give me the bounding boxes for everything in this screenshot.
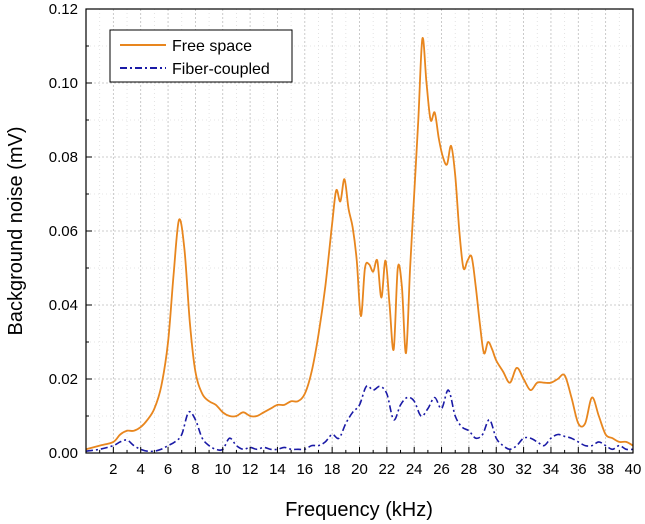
x-tick-label: 14 bbox=[269, 461, 286, 478]
x-tick-label: 24 bbox=[406, 461, 423, 478]
x-tick-label: 26 bbox=[433, 461, 450, 478]
x-tick-label: 6 bbox=[164, 461, 172, 478]
x-tick-label: 16 bbox=[296, 461, 313, 478]
y-axis-label: Background noise (mV) bbox=[5, 127, 27, 336]
ticks bbox=[86, 8, 634, 454]
x-tick-label: 18 bbox=[324, 461, 341, 478]
y-tick-label: 0.06 bbox=[49, 223, 78, 240]
x-tick-label: 2 bbox=[109, 461, 117, 478]
legend-label-fiber-coupled: Fiber-coupled bbox=[172, 61, 270, 78]
legend-box bbox=[109, 29, 293, 83]
series-line-fiber-coupled bbox=[85, 385, 634, 453]
y-tick-label: 0.12 bbox=[49, 1, 78, 18]
legend: Free space Fiber-coupled bbox=[109, 29, 293, 83]
x-tick-label: 20 bbox=[351, 461, 368, 478]
y-tick-label: 0.08 bbox=[49, 149, 78, 166]
series-layer bbox=[85, 37, 634, 453]
series-line-free-space bbox=[85, 37, 634, 451]
x-tick-label: 32 bbox=[515, 461, 532, 478]
x-axis-label: Frequency (kHz) bbox=[285, 499, 433, 521]
x-tick-label: 8 bbox=[191, 461, 199, 478]
y-tick-label: 0.02 bbox=[49, 371, 78, 388]
x-tick-label: 30 bbox=[488, 461, 505, 478]
x-tick-label: 4 bbox=[137, 461, 145, 478]
x-tick-label: 22 bbox=[379, 461, 396, 478]
x-tick-label: 40 bbox=[625, 461, 642, 478]
grid bbox=[86, 9, 633, 453]
x-tick-label: 38 bbox=[597, 461, 614, 478]
x-tick-label: 10 bbox=[214, 461, 231, 478]
y-tick-label: 0.00 bbox=[49, 445, 78, 462]
x-tick-label: 34 bbox=[543, 461, 560, 478]
legend-label-free-space: Free space bbox=[172, 38, 252, 55]
y-tick-label: 0.04 bbox=[49, 297, 78, 314]
x-tick-label: 12 bbox=[242, 461, 259, 478]
x-tick-label: 28 bbox=[461, 461, 478, 478]
tick-labels: 2 4 6 8 10 12 14 16 18 20 22 24 26 28 30 32 34 36 38 400.00… bbox=[49, 1, 642, 478]
y-tick-label: 0.10 bbox=[49, 75, 78, 92]
x-tick-label: 36 bbox=[570, 461, 587, 478]
